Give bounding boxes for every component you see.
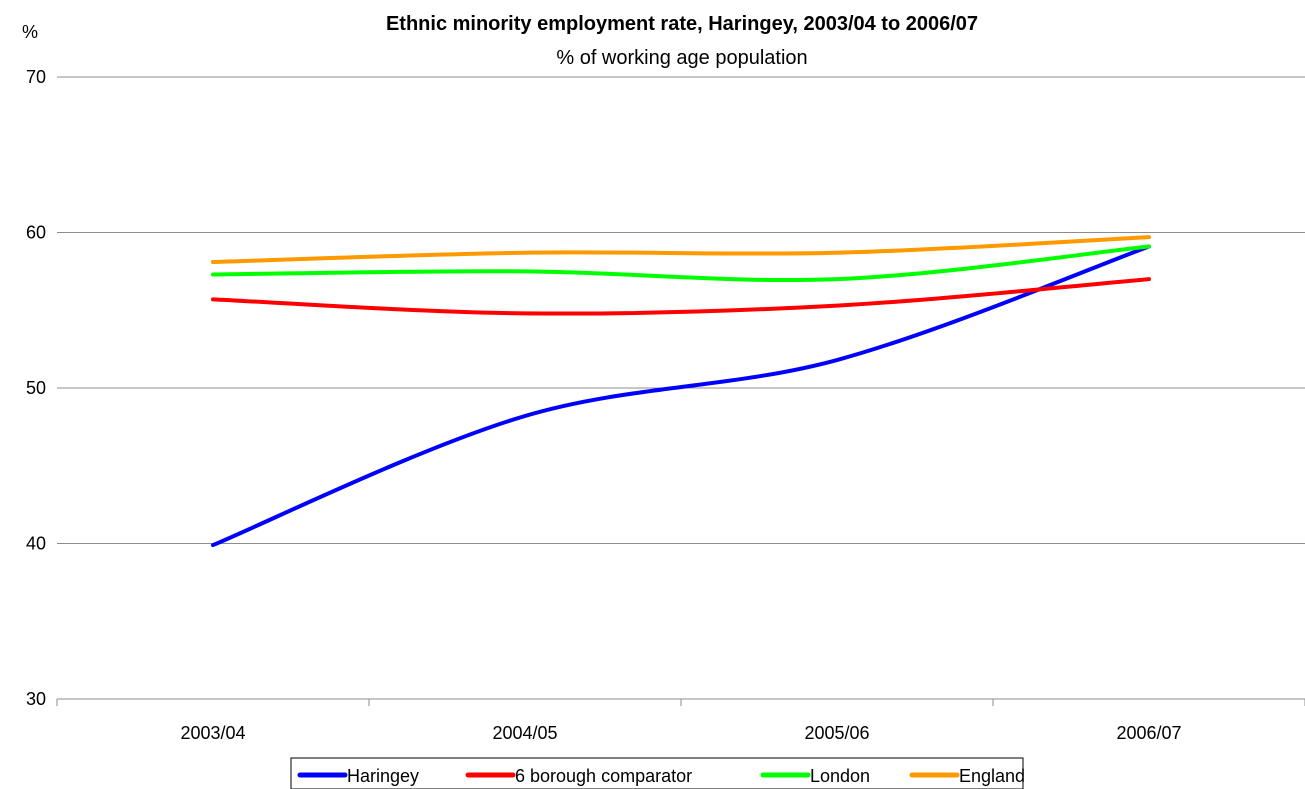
chart-subtitle: % of working age population — [556, 47, 807, 69]
y-tick-label: 60 — [26, 223, 46, 243]
series-line-england — [211, 235, 1151, 265]
legend: Haringey 6 borough comparator London Englan… — [290, 757, 1025, 789]
legend-label-haringey: Haringey — [347, 766, 419, 786]
series-line-6-borough-comparator — [211, 277, 1151, 316]
series-lines — [211, 235, 1151, 548]
y-tick-label: 50 — [26, 378, 46, 398]
gridlines — [57, 76, 1305, 544]
legend-label-england: England — [959, 766, 1025, 786]
axes: 30 40 50 60 70 2003/04 2004/05 2005/06 2006/07 — [26, 67, 1305, 743]
x-tick-label: 2004/05 — [492, 723, 557, 743]
x-tick-label: 2003/04 — [180, 723, 245, 743]
series-line-london — [211, 244, 1151, 283]
series-line-haringey — [211, 244, 1151, 548]
x-tick-label: 2005/06 — [804, 723, 869, 743]
x-tick-label: 2006/07 — [1116, 723, 1181, 743]
y-tick-label: 70 — [26, 67, 46, 87]
legend-box — [290, 757, 1024, 789]
y-axis-unit-label: % — [22, 22, 38, 42]
legend-label-6-borough-comparator: 6 borough comparator — [515, 766, 692, 786]
y-tick-label: 30 — [26, 689, 46, 709]
legend-label-london: London — [810, 766, 870, 786]
chart-title: Ethnic minority employment rate, Haringe… — [386, 13, 978, 35]
y-tick-label: 40 — [26, 534, 46, 554]
